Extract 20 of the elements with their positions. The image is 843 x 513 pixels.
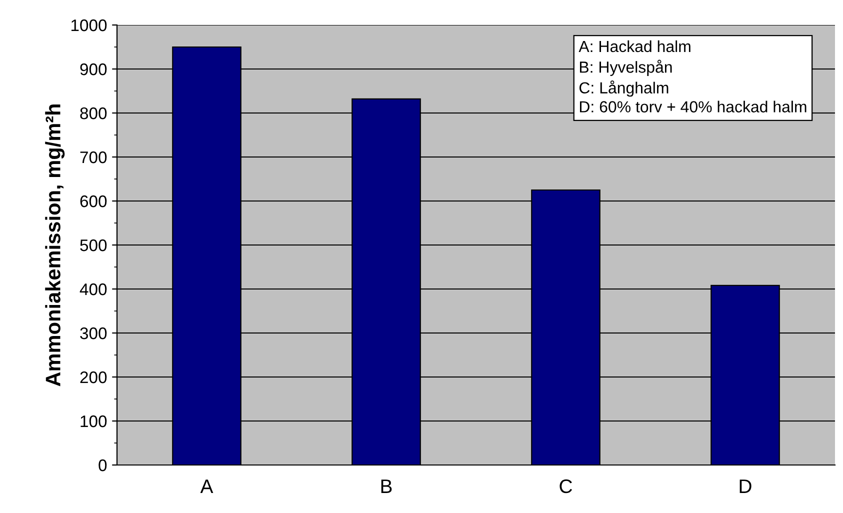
annotation: D: 60% torv + 40% hackad halm xyxy=(580,100,806,112)
annotation: C: Långhalm xyxy=(579,80,668,97)
y-tick-label: 1000 xyxy=(71,19,107,32)
annotation: A: Hackad halm xyxy=(578,40,690,52)
y-tick-label: 0 xyxy=(98,459,107,472)
x-tick-label: B xyxy=(381,480,392,493)
x-tick-label: A xyxy=(200,480,214,493)
y-tick-label: 100 xyxy=(80,415,107,428)
annotation: B: Hyvelspån xyxy=(580,60,672,76)
y-tick-label: 400 xyxy=(80,283,107,296)
y-tick-label: 800 xyxy=(80,107,107,120)
x-tick-label: C xyxy=(560,479,572,494)
y-axis-title: Ammoniakemission, mg/m²h xyxy=(45,104,65,386)
y-tick-label: 900 xyxy=(80,63,107,76)
y-tick-label: 200 xyxy=(80,371,107,384)
y-tick-label: 700 xyxy=(80,151,107,164)
y-tick-label: 600 xyxy=(80,195,107,208)
x-tick-label: D xyxy=(740,480,752,493)
y-tick-label: 300 xyxy=(80,327,107,340)
y-tick-label: 500 xyxy=(80,239,107,252)
